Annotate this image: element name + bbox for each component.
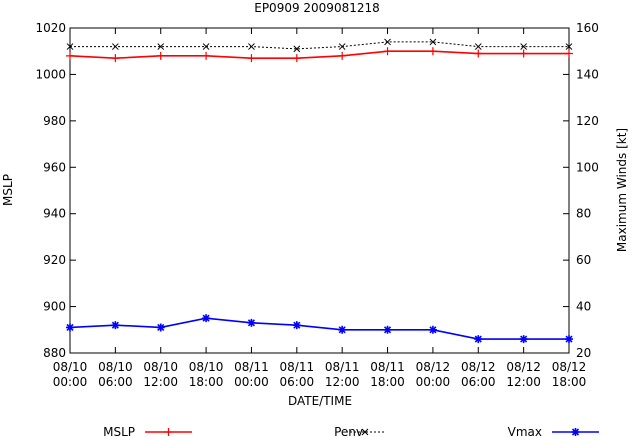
x-tick-label: 08/12 18:00 — [552, 360, 587, 389]
y2-tick-label: 80 — [576, 207, 591, 221]
data-point-vmax — [292, 321, 301, 330]
series-mslp — [66, 47, 573, 63]
data-point-penv — [293, 45, 301, 53]
legend-marker — [164, 428, 173, 436]
series-line-penv — [70, 41, 569, 50]
data-point-penv — [429, 38, 437, 46]
y2-tick-label: 160 — [576, 21, 599, 35]
chart-title: EP0909 2009081218 — [254, 1, 380, 15]
data-point-vmax — [428, 325, 437, 334]
data-point-vmax — [111, 321, 120, 330]
data-point-mslp — [565, 49, 573, 58]
data-point-vmax — [383, 325, 392, 334]
data-point-mslp — [428, 47, 437, 56]
data-point-penv — [565, 43, 573, 50]
legend-item-mslp: MSLP — [103, 425, 192, 437]
data-point-mslp — [292, 54, 301, 63]
x-tick-label: 08/12 06:00 — [461, 360, 496, 389]
y-tick-label: 980 — [43, 114, 66, 128]
series-line-mslp — [69, 50, 569, 59]
y-tick-label: 880 — [43, 346, 66, 360]
data-point-vmax — [202, 314, 211, 323]
x-tick-label: 08/12 00:00 — [416, 360, 451, 389]
legend-label: Vmax — [508, 425, 542, 437]
series-vmax — [66, 314, 573, 344]
y-tick-label: 900 — [43, 300, 66, 314]
x-tick-label: 08/10 06:00 — [98, 360, 133, 389]
y2-tick-label: 60 — [576, 253, 591, 267]
y-tick-label: 960 — [43, 160, 66, 174]
data-point-mslp — [111, 54, 120, 63]
y-tick-label: 920 — [43, 253, 66, 267]
x-tick-label: 08/11 12:00 — [325, 360, 360, 389]
y2-tick-label: 40 — [576, 300, 591, 314]
y-tick-label: 940 — [43, 207, 66, 221]
legend-item-vmax: Vmax — [508, 425, 599, 437]
data-point-mslp — [156, 51, 165, 60]
y2-axis-label: Maximum Winds [kt] — [615, 128, 629, 252]
x-tick-label: 08/11 00:00 — [234, 360, 269, 389]
y2-tick-label: 100 — [576, 160, 599, 174]
series-line-vmax — [69, 317, 569, 340]
y2-tick-label: 120 — [576, 114, 599, 128]
data-point-vmax — [338, 325, 347, 334]
data-point-penv — [157, 43, 165, 50]
y-tick-label: 1000 — [35, 67, 66, 81]
right-axis: 20 40 60 80 100 120 140 160 — [563, 21, 599, 360]
data-point-mslp — [519, 49, 528, 58]
data-point-mslp — [338, 51, 347, 60]
legend-marker — [361, 428, 369, 436]
x-axis-label: DATE/TIME — [288, 394, 352, 408]
x-tick-label: 08/11 18:00 — [370, 360, 405, 389]
data-point-mslp — [247, 54, 256, 63]
x-tick-label: 08/10 12:00 — [143, 360, 178, 389]
data-point-penv — [384, 38, 391, 46]
legend: MSLP Penv Vmax — [103, 425, 599, 437]
y-axis-label: MSLP — [1, 174, 15, 206]
left-axis: 880 900 920 940 960 980 1000 1020 — [35, 21, 76, 360]
data-point-penv — [112, 43, 119, 50]
x-axis: 08/10 00:00 08/10 06:00 08/10 12:00 08/10 18:00… — [53, 28, 587, 389]
data-point-vmax — [66, 323, 74, 332]
data-point-penv — [202, 43, 210, 50]
x-tick-label: 08/11 06:00 — [280, 360, 315, 389]
legend-label: MSLP — [103, 425, 135, 437]
series-layer — [66, 38, 573, 344]
data-point-penv — [66, 43, 74, 50]
data-point-vmax — [156, 323, 165, 332]
data-point-vmax — [519, 335, 528, 344]
data-point-mslp — [202, 51, 211, 60]
y-tick-label: 1020 — [35, 21, 66, 35]
data-point-mslp — [66, 51, 74, 60]
data-point-penv — [474, 43, 482, 50]
legend-marker — [571, 428, 580, 436]
legend-item-penv: Penv — [334, 425, 384, 437]
data-point-penv — [520, 43, 527, 50]
legend-label: Penv — [334, 425, 363, 437]
data-point-vmax — [565, 335, 573, 344]
data-point-penv — [338, 43, 346, 50]
x-tick-label: 08/12 12:00 — [506, 360, 541, 389]
data-point-mslp — [474, 49, 483, 58]
plot-frame — [69, 27, 570, 354]
series-penv — [66, 38, 573, 53]
y2-tick-label: 20 — [576, 346, 591, 360]
x-tick-label: 08/10 18:00 — [189, 360, 224, 389]
x-tick-label: 08/10 00:00 — [53, 360, 88, 389]
data-point-penv — [248, 43, 255, 50]
data-point-mslp — [383, 47, 392, 56]
y2-tick-label: 140 — [576, 67, 599, 81]
data-point-vmax — [474, 335, 483, 344]
data-point-vmax — [247, 318, 256, 327]
